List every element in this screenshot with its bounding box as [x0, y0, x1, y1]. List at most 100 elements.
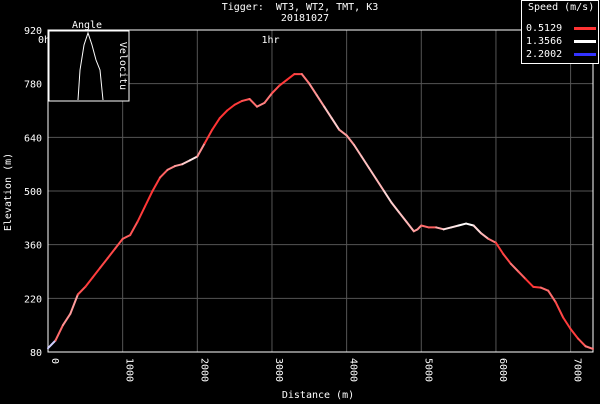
y-tick-label: 640: [24, 133, 42, 144]
elevation-segment: [61, 312, 72, 327]
y-tick-label: 780: [24, 80, 42, 91]
elevation-segment: [397, 211, 408, 223]
elevation-segment: [457, 222, 468, 227]
elevation-segment: [480, 232, 490, 240]
elevation-segment: [196, 142, 206, 158]
elevation-segment: [144, 190, 154, 208]
x-tick-label: 1000: [124, 358, 135, 382]
legend-swatch-slow: [574, 27, 596, 30]
elevation-segment: [173, 163, 184, 168]
elevation-segment: [382, 190, 393, 204]
elevation-segment: [390, 201, 400, 214]
elevation-segment: [502, 253, 512, 265]
elevation-segment: [435, 226, 445, 231]
elevation-segment: [129, 220, 139, 237]
y-tick-label: 920: [24, 26, 42, 37]
elevation-segment: [547, 289, 557, 304]
x-tick-label: 2000: [198, 358, 209, 382]
elevation-segment: [375, 178, 385, 192]
elevation-segment: [353, 144, 363, 158]
elevation-segment: [539, 286, 550, 292]
elevation-segment: [315, 94, 326, 108]
chart-subtitle: 20181027: [280, 13, 330, 24]
inset-label-velocity: Velocitu: [117, 42, 128, 90]
elevation-segment: [308, 82, 318, 97]
x-axis-ticks: 0 1000 2000 3000 4000 5000 6000 7000: [49, 358, 583, 382]
elevation-segment: [368, 167, 378, 181]
y-tick-label: 360: [24, 241, 42, 252]
x-tick-label: 6000: [497, 358, 508, 382]
elevation-segment: [562, 316, 572, 330]
elevation-segment: [218, 109, 229, 120]
elevation-segment: [241, 98, 251, 102]
elevation-segment: [494, 241, 505, 256]
y-tick-label: 220: [24, 294, 42, 305]
y-axis-ticks: 80 220 360 500 640 780 920: [24, 26, 42, 359]
elevation-segment: [233, 99, 244, 106]
y-tick-label: 80: [30, 348, 42, 359]
elevation-segment: [465, 222, 475, 227]
elevation-segment: [338, 128, 348, 137]
elevation-segment: [121, 234, 132, 240]
elevation-segment: [442, 226, 453, 231]
elevation-segment: [203, 128, 214, 145]
plot-frame: [47, 29, 594, 353]
elevation-segment: [270, 84, 281, 95]
y-axis-label: Elevation (m): [3, 153, 14, 231]
elevation-segment: [256, 101, 266, 108]
inset-label-angle: Angle: [72, 20, 102, 31]
elevation-segment: [99, 257, 109, 269]
legend-label-fast: 2.2002: [526, 49, 563, 60]
x-tick-label: 4000: [348, 358, 359, 382]
elevation-segment: [278, 78, 288, 87]
elevation-segment: [263, 92, 273, 104]
x-tick-label: 0: [49, 358, 60, 364]
elevation-segment: [166, 165, 176, 171]
inset-plot: Angle Velocitu: [48, 20, 130, 102]
legend-title: Speed (m/s): [528, 2, 595, 13]
legend-swatch-mid: [574, 40, 596, 43]
legend-label-mid: 1.3566: [526, 36, 563, 47]
elevation-segment: [211, 117, 221, 131]
elevation-segment: [226, 103, 236, 112]
elevation-segment: [114, 237, 124, 250]
elevation-segment: [47, 339, 57, 350]
elevation-segment: [569, 328, 580, 340]
chart-title: Tigger: WT3, WT2, TMT, K3: [221, 2, 379, 13]
elevation-segment: [405, 220, 415, 233]
elevation-segment: [472, 224, 483, 235]
elevation-segment: [84, 276, 94, 288]
elevation-line: [47, 73, 594, 350]
elevation-segment: [554, 301, 565, 319]
x-tick-label: 7000: [572, 358, 583, 382]
legend-label-slow: 0.5129: [526, 23, 563, 34]
elevation-segment: [487, 237, 497, 244]
elevation-segment: [420, 224, 430, 229]
elevation-segment: [76, 285, 87, 296]
elevation-segment: [136, 205, 147, 223]
y-tick-label: 500: [24, 187, 42, 198]
elevation-segment: [532, 285, 542, 289]
inset-curve: [77, 31, 104, 101]
elevation-segment: [450, 224, 460, 229]
elevation-segment: [106, 247, 117, 260]
time-tick-label: 0h: [38, 35, 50, 46]
speed-legend: Speed (m/s) 0.5129 1.3566 2.2002: [521, 0, 599, 64]
elevation-segment: [345, 134, 356, 146]
elevation-segment: [181, 159, 191, 166]
x-axis-label: Distance (m): [282, 390, 354, 400]
elevation-segment: [509, 262, 520, 273]
elevation-segment: [158, 168, 169, 179]
x-tick-label: 5000: [422, 358, 433, 382]
legend-swatch-fast: [574, 53, 596, 56]
x-tick-label: 3000: [273, 358, 284, 382]
elevation-segment: [330, 117, 341, 131]
elevation-segment: [54, 324, 64, 342]
gridlines: [48, 30, 593, 352]
time-tick-label: 1hr: [262, 35, 280, 46]
elevation-segment: [524, 278, 535, 288]
elevation-segment: [517, 270, 527, 281]
elevation-segment: [323, 105, 333, 120]
